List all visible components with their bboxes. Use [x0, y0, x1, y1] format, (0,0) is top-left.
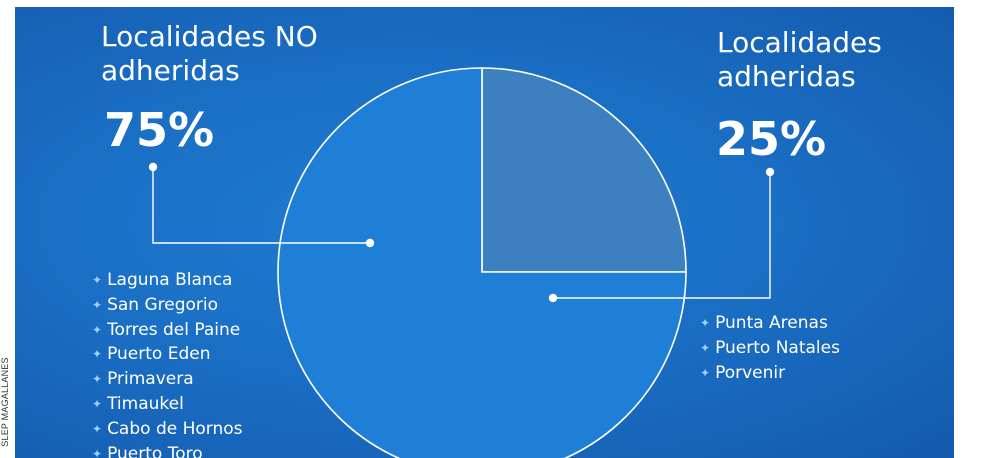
sparkle-bullet-icon: ✦ — [92, 396, 103, 411]
infographic-panel: Localidades NO adheridas 75% ✦ Laguna Bla… — [15, 7, 954, 458]
location-name: Laguna Blanca — [107, 270, 233, 290]
pie-slices — [277, 67, 687, 458]
location-name: Torres del Paine — [107, 319, 241, 340]
adheridas-title: Localidades adheridas — [717, 26, 882, 94]
location-item: ✦ Puerto Eden — [92, 342, 243, 367]
location-item: ✦ Punta Arenas — [700, 311, 840, 336]
connector-no-adheridas — [152, 167, 370, 244]
no-adheridas-list: ✦ Laguna Blanca ✦ San Gregorio ✦ Torres del P… — [92, 268, 243, 458]
location-name: Primavera — [107, 369, 194, 390]
location-name: Puerto Eden — [107, 344, 211, 365]
sparkle-bullet-icon: ✦ — [92, 347, 103, 362]
sparkle-bullet-icon: ✦ — [700, 365, 711, 380]
sparkle-bullet-icon: ✦ — [700, 316, 711, 330]
pie-connectors — [148, 162, 775, 303]
adheridas-title-line2: adheridas — [717, 60, 856, 93]
no-adheridas-title: Localidades NO adheridas — [101, 20, 318, 88]
no-adheridas-percent: 75% — [104, 103, 215, 157]
sparkle-bullet-icon: ✦ — [92, 446, 103, 458]
pie-slice-no-adheridas — [277, 67, 687, 458]
location-item: ✦ Puerto Toro — [92, 442, 243, 458]
pie-slice-adheridas — [481, 67, 687, 273]
adheridas-percent: 25% — [716, 112, 827, 166]
connector-dot-no-adheridas-label — [148, 162, 158, 172]
location-item: ✦ Porvenir — [700, 361, 840, 386]
connector-dot-adheridas-slice — [548, 293, 558, 303]
adheridas-title-line1: Localidades — [717, 26, 882, 59]
sparkle-bullet-icon: ✦ — [700, 340, 711, 355]
photo-credit-text: SLEP MAGALLANES — [0, 357, 10, 447]
sparkle-bullet-icon: ✦ — [92, 297, 103, 312]
no-adheridas-title-line1: Localidades NO — [101, 20, 318, 53]
connector-dot-adheridas-label — [765, 167, 775, 177]
location-item: ✦ Cabo de Hornos — [92, 417, 243, 442]
location-name: Porvenir — [715, 362, 786, 383]
sparkle-bullet-icon: ✦ — [92, 273, 103, 287]
location-item: ✦ Puerto Natales — [700, 336, 840, 361]
no-adheridas-title-line2: adheridas — [101, 54, 240, 87]
location-name: Puerto Natales — [715, 337, 840, 358]
location-item: ✦ San Gregorio — [92, 293, 243, 318]
connector-adheridas — [553, 172, 771, 299]
location-item: ✦ Torres del Paine — [92, 318, 243, 343]
connector-dot-no-adheridas-slice — [365, 238, 375, 248]
pie-chart — [148, 67, 775, 458]
adheridas-list: ✦ Punta Arenas ✦ Puerto Natales ✦ Porvenir — [700, 311, 840, 385]
location-name: Timaukel — [107, 393, 184, 414]
location-item: ✦ Primavera — [92, 367, 243, 392]
location-name: Cabo de Hornos — [107, 418, 243, 439]
photo-credit: SLEP MAGALLANES — [0, 345, 10, 458]
location-name: Punta Arenas — [715, 313, 828, 333]
sparkle-bullet-icon: ✦ — [92, 322, 103, 337]
sparkle-bullet-icon: ✦ — [92, 421, 103, 436]
location-item: ✦ Laguna Blanca — [92, 268, 243, 293]
sparkle-bullet-icon: ✦ — [92, 372, 103, 387]
location-name: San Gregorio — [107, 294, 219, 315]
location-name: Puerto Toro — [107, 443, 203, 458]
location-item: ✦ Timaukel — [92, 392, 243, 417]
